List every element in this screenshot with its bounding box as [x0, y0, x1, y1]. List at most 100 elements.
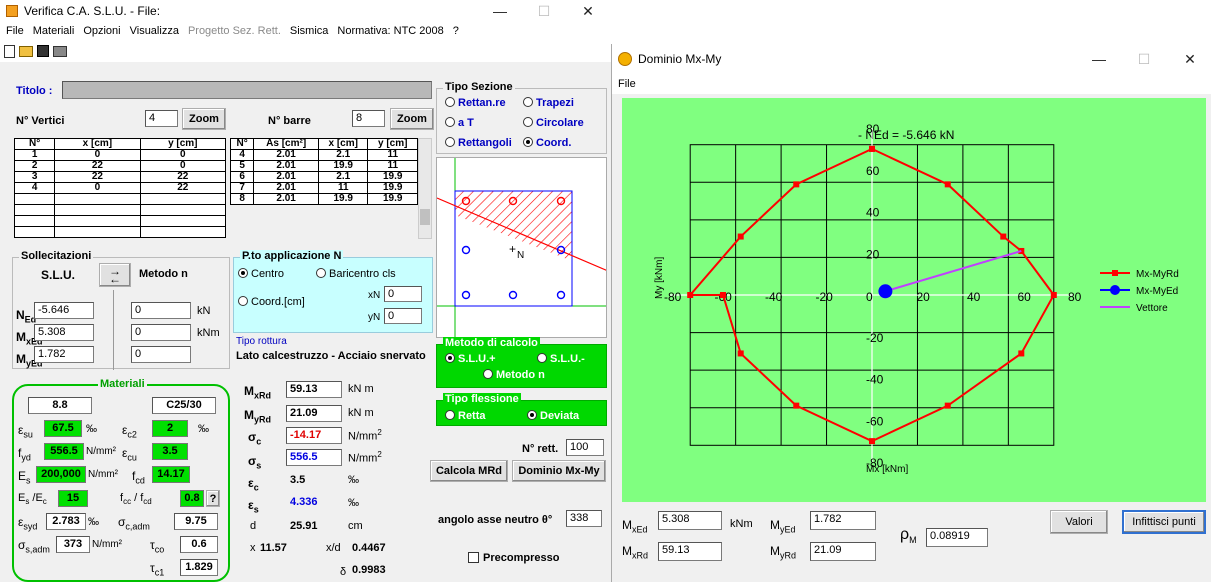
acciaio-grade[interactable]: 8.8 — [28, 397, 92, 414]
fyd-value[interactable]: 556.5 — [44, 443, 84, 460]
table-row[interactable] — [13, 204, 227, 216]
dom-mxed-input[interactable]: 5.308 — [658, 511, 722, 530]
mxed-input[interactable]: 5.308 — [34, 324, 94, 341]
vertici-table[interactable]: N° x [cm] y [cm] 1 0 0 2 22 0 3 22 22 4 0 22 — [13, 138, 227, 238]
close-button[interactable]: ✕ — [582, 2, 594, 19]
table-cell[interactable]: 19.9 — [367, 171, 418, 183]
table-cell[interactable]: 0 — [54, 149, 141, 161]
dom-myrd-input[interactable]: 21.09 — [810, 542, 876, 561]
radio-slu-minus[interactable]: S.L.U.- — [537, 353, 585, 365]
dom-mxrd-input[interactable]: 59.13 — [658, 542, 722, 561]
menu-visualizza[interactable]: Visualizza — [129, 25, 179, 37]
table-cell[interactable]: 19.9 — [367, 182, 418, 194]
myed-metodo-n-input[interactable]: 0 — [131, 346, 191, 363]
table-cell[interactable] — [54, 226, 141, 238]
table-row[interactable]: 3 22 22 — [13, 171, 227, 183]
table-cell[interactable]: 6 — [229, 171, 255, 183]
valori-button[interactable]: Valori — [1050, 510, 1108, 534]
radio-trapezi[interactable]: Trapezi — [523, 97, 574, 109]
tc1-value[interactable]: 1.829 — [180, 559, 218, 576]
table-row[interactable]: 5 2.01 19.9 11 — [229, 160, 418, 172]
ec2-value[interactable]: 2 — [152, 420, 188, 437]
table-cell[interactable]: 11 — [367, 149, 418, 161]
print-icon[interactable] — [53, 45, 67, 57]
table-cell[interactable] — [139, 193, 227, 205]
table-cell[interactable] — [13, 193, 56, 205]
table-cell[interactable]: 19.9 — [317, 193, 369, 205]
menu-normativa-ntc-2008[interactable]: Normativa: NTC 2008 — [337, 25, 444, 37]
calcola-mrd-button[interactable]: Calcola MRd — [430, 460, 508, 482]
radio-retta[interactable]: Retta — [445, 410, 486, 422]
table-cell[interactable]: 2 — [13, 160, 56, 172]
table-cell[interactable] — [54, 193, 141, 205]
radio-slu-plus[interactable]: S.L.U.+ — [445, 353, 496, 365]
table-cell[interactable] — [54, 204, 141, 216]
table-cell[interactable]: 7 — [229, 182, 255, 194]
table-row[interactable]: 8 2.01 19.9 19.9 — [229, 193, 418, 205]
table-cell[interactable]: 0 — [139, 160, 227, 172]
radio-coord-cm[interactable]: Coord.[cm] — [238, 296, 305, 308]
radio-baricentro[interactable]: Baricentro cls — [316, 268, 396, 280]
angolo-input[interactable]: 338 — [566, 510, 602, 527]
open-folder-icon[interactable] — [19, 45, 33, 57]
table-row[interactable] — [13, 215, 227, 227]
table-cell[interactable] — [139, 215, 227, 227]
fcd-value[interactable]: 14.17 — [152, 466, 190, 483]
new-file-icon[interactable] — [4, 44, 15, 58]
table-cell[interactable]: 19.9 — [367, 193, 418, 205]
tco-value[interactable]: 0.6 — [180, 536, 218, 553]
table-cell[interactable]: 2.01 — [253, 160, 319, 172]
table-cell[interactable]: 8 — [229, 193, 255, 205]
radio-rettanre[interactable]: Rettan.re — [445, 97, 506, 109]
table-cell[interactable]: 22 — [139, 182, 227, 194]
table-cell[interactable]: 4 — [13, 182, 56, 194]
sigs-value[interactable]: 373 — [56, 536, 90, 553]
radio-metodo-n[interactable]: Metodo n — [483, 369, 545, 381]
table-row[interactable]: 7 2.01 11 19.9 — [229, 182, 418, 194]
dominio-mx-my-button[interactable]: Dominio Mx-My — [512, 460, 606, 482]
table-cell[interactable]: 2.01 — [253, 182, 319, 194]
minimize-button[interactable]: — — [493, 3, 507, 19]
table-cell[interactable]: 4 — [229, 149, 255, 161]
table-row[interactable]: 6 2.01 2.1 19.9 — [229, 171, 418, 183]
dominio-close-button[interactable]: ✕ — [1184, 50, 1196, 67]
table-cell[interactable]: 0 — [139, 149, 227, 161]
ned-input[interactable]: -5.646 — [34, 302, 94, 319]
table-row[interactable] — [13, 193, 227, 205]
menu-sismica[interactable]: Sismica — [289, 25, 329, 37]
table-cell[interactable]: 19.9 — [317, 160, 369, 172]
n-barre-input[interactable]: 8 — [352, 110, 385, 127]
table-cell[interactable]: 11 — [367, 160, 418, 172]
cls-grade[interactable]: C25/30 — [152, 397, 216, 414]
radio-coord[interactable]: Coord. — [523, 137, 571, 149]
menu-materiali[interactable]: Materiali — [32, 25, 75, 37]
precompresso-checkbox[interactable]: Precompresso — [468, 552, 559, 564]
table-cell[interactable] — [13, 204, 56, 216]
table-cell[interactable]: 2.01 — [253, 193, 319, 205]
es-value[interactable]: 200,000 — [36, 466, 86, 483]
esu-value[interactable]: 67.5 — [44, 420, 82, 437]
radio-centro[interactable]: Centro — [238, 268, 284, 280]
menu-opzioni[interactable]: Opzioni — [83, 25, 121, 37]
table-cell[interactable] — [54, 215, 141, 227]
radio-deviata[interactable]: Deviata — [527, 410, 579, 422]
esec-value[interactable]: 15 — [58, 490, 88, 507]
dominio-minimize-button[interactable]: — — [1092, 51, 1106, 67]
barre-table-scrollbar[interactable] — [418, 138, 432, 239]
dominio-maximize-button[interactable]: ☐ — [1137, 50, 1151, 67]
n-vertici-input[interactable]: 4 — [145, 110, 178, 127]
table-cell[interactable]: 2.01 — [253, 171, 319, 183]
table-cell[interactable] — [139, 204, 227, 216]
radio-circolare[interactable]: Circolare — [523, 117, 584, 129]
titolo-input[interactable] — [62, 81, 432, 99]
table-cell[interactable] — [139, 226, 227, 238]
menu-file[interactable]: File — [6, 25, 24, 37]
table-cell[interactable]: 22 — [54, 171, 141, 183]
table-cell[interactable]: 2.1 — [317, 171, 369, 183]
mxed-metodo-n-input[interactable]: 0 — [131, 324, 191, 341]
table-cell[interactable]: 22 — [54, 160, 141, 172]
table-cell[interactable]: 22 — [139, 171, 227, 183]
dom-myed-input[interactable]: 1.782 — [810, 511, 876, 530]
ecu-value[interactable]: 3.5 — [152, 443, 188, 460]
